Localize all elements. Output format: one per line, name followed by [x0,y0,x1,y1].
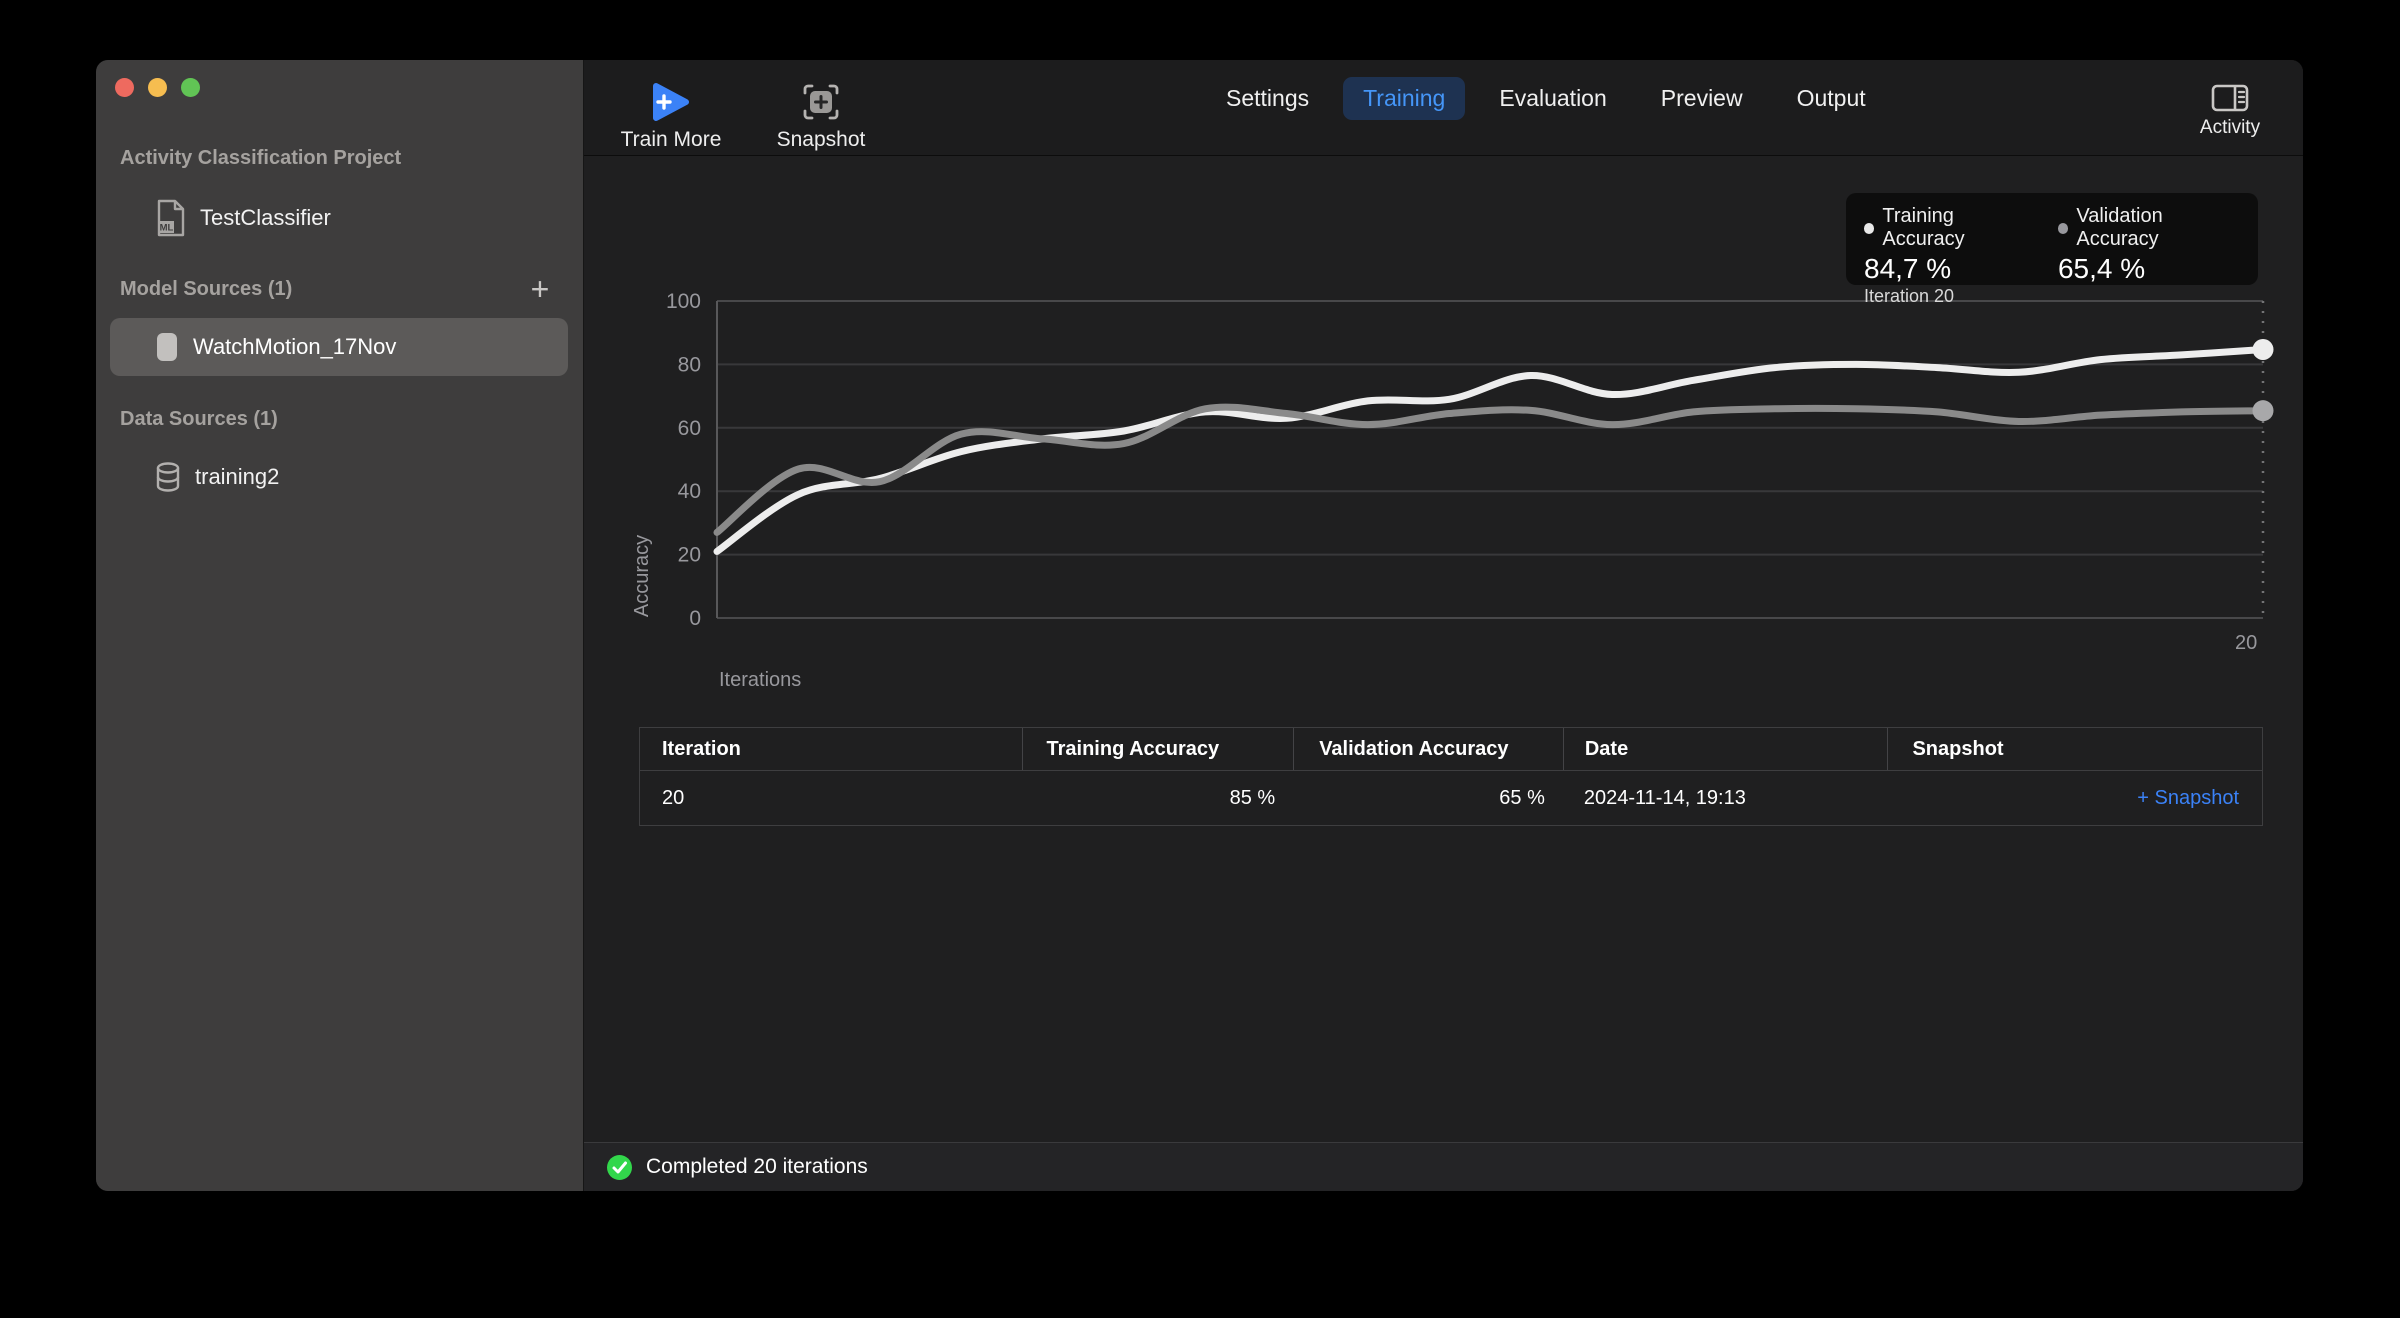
project-name-label: TestClassifier [200,205,331,230]
legend-validation: Validation Accuracy 65,4 % [2057,205,2240,284]
y-tick-label: 100 [666,290,701,313]
validation-endpoint-dot [2252,400,2274,422]
data-source-name-label: training2 [195,464,280,489]
project-type-label: Activity Classification Project [120,147,402,169]
y-tick-label: 60 [678,417,701,440]
chart-legend: Training Accuracy 84,7 % Iteration 20 Va… [1846,193,2258,306]
validation-legend-label: Validation Accuracy [2076,205,2163,250]
status-bar: Completed 20 iterations [584,1142,2303,1191]
add-snapshot-link[interactable]: + Snapshot [2137,786,2239,809]
minimize-window-button[interactable] [148,78,167,97]
iteration-readout: Iteration 20 [1864,286,1955,306]
snapshot-button[interactable]: Snapshot [766,60,876,177]
model-source-name-label: WatchMotion_17Nov [193,334,397,359]
validation-legend-dot [2057,222,2069,234]
iterations-table: Iteration Training Accuracy Validation A… [639,727,2263,826]
y-tick-label: 40 [678,480,701,503]
close-window-button[interactable] [115,78,134,97]
data-sources-header: Data Sources (1) [120,408,278,430]
training-accuracy-line [713,346,2267,555]
snapshot-icon [803,84,839,120]
play-plus-icon [653,83,689,121]
training-legend-label: Training Accuracy [1882,205,1965,250]
success-check-icon [607,1154,632,1180]
validation-accuracy-value: 65,4 % [2057,253,2146,284]
validation-accuracy-line [713,403,2267,536]
sidebar-item-model-source[interactable]: WatchMotion_17Nov [110,318,568,376]
toolbar: Train More Snapshot Settings Training Ev… [584,60,2303,156]
table-header-row: Iteration Training Accuracy Validation A… [640,728,2262,771]
col-header-validation-accuracy: Validation Accuracy [1293,728,1563,770]
svg-text:ML: ML [160,223,174,234]
tab-settings[interactable]: Settings [1226,85,1310,111]
cell-date: 2024-11-14, 19:13 [1583,786,1746,809]
model-sources-header: Model Sources (1) [120,278,293,300]
cell-iteration: 20 [662,786,685,809]
col-header-iteration: Iteration [662,737,741,760]
zoom-window-button[interactable] [181,78,200,97]
app-window: Activity Classification Project ML TestC… [96,60,2303,1191]
y-tick-label: 0 [689,607,701,630]
main-panel: Train More Snapshot Settings Training Ev… [584,60,2303,1191]
train-more-label: Train More [620,128,722,151]
window-controls [115,78,200,97]
tab-training[interactable]: Training [1343,77,1466,120]
y-tick-label: 80 [678,353,701,376]
sidebar-item-project[interactable]: ML TestClassifier [156,198,331,238]
database-icon [156,462,180,492]
y-tick-label: 20 [678,544,701,567]
activity-button[interactable]: Activity [2185,60,2275,179]
model-source-icon [157,333,177,361]
accuracy-chart: 0 20 40 60 80 100 20 Iterations Accuracy [631,290,2274,691]
snapshot-label: Snapshot [776,128,866,151]
x-end-tick-label: 20 [2235,632,2257,654]
add-model-source-button[interactable]: + [530,271,550,307]
legend-training: Training Accuracy 84,7 % Iteration 20 [1864,205,2032,306]
tab-preview[interactable]: Preview [1660,85,1743,111]
col-header-snapshot: Snapshot [1887,728,2262,770]
status-message: Completed 20 iterations [646,1155,868,1178]
y-axis-title: Accuracy [631,535,653,617]
training-accuracy-value: 84,7 % [1864,253,1952,284]
tab-bar: Settings Training Evaluation Preview Out… [1206,77,1886,120]
col-header-training-accuracy: Training Accuracy [1021,728,1294,770]
sidebar: Activity Classification Project ML TestC… [96,60,584,1191]
cell-validation-accuracy: 65 % [1499,786,1545,809]
tab-evaluation[interactable]: Evaluation [1499,85,1607,111]
table-row: 20 85 % 65 % 2024-11-14, 19:13 + Snapsho… [640,771,2262,825]
cell-training-accuracy: 85 % [1229,786,1276,809]
col-header-date: Date [1562,728,1888,770]
ml-document-icon: ML [157,199,185,237]
activity-panel-icon [2211,84,2249,112]
tab-output[interactable]: Output [1796,85,1866,111]
sidebar-item-data-source[interactable]: training2 [155,455,279,499]
train-more-button[interactable]: Train More [616,60,726,177]
training-content: 0 20 40 60 80 100 20 Iterations Accuracy Trainin… [584,156,2303,1142]
x-axis-title: Iterations [719,669,801,691]
activity-label: Activity [2199,117,2261,138]
training-legend-dot [1864,222,1875,234]
training-endpoint-dot [2252,339,2274,361]
